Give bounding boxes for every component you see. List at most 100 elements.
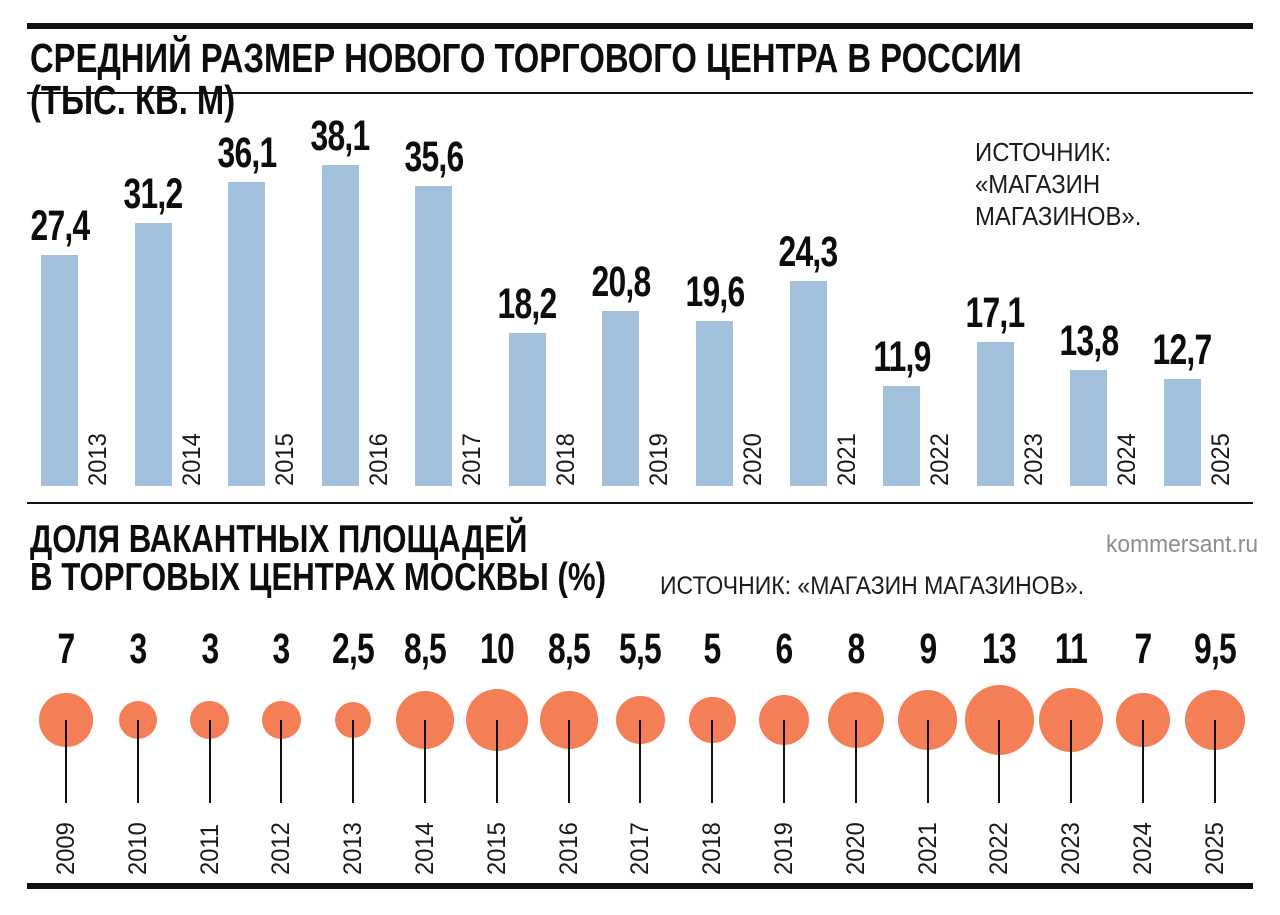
bar-2021: [789, 281, 827, 486]
bubble-year-label: 2022: [985, 822, 1014, 875]
bar-value-label: 38,1: [310, 112, 371, 161]
bubble-stem: [65, 720, 67, 803]
bar-year-label: 2017: [458, 433, 487, 486]
bar-value-label: 36,1: [217, 128, 277, 177]
bar-2023: [976, 341, 1014, 486]
kommersant-watermark: kommersant.ru: [1105, 531, 1258, 558]
bubble-stem: [998, 720, 1001, 803]
bar-value-label: 24,3: [778, 228, 839, 277]
bubble-value-label: 2,5: [332, 625, 375, 673]
bubble-year-label: 2018: [698, 822, 727, 875]
bubble-value-label: 11: [1055, 625, 1088, 673]
bubble-value-label: 7: [57, 625, 76, 673]
bubble-value-label: 9: [919, 625, 937, 673]
bar-year-label: 2023: [1019, 433, 1048, 486]
bar-2018: [508, 332, 546, 486]
bar-value-label: 31,2: [123, 170, 184, 219]
bubble-year-label: 2013: [339, 822, 368, 875]
bubble-stem: [208, 720, 211, 803]
bubble-stem: [567, 720, 570, 803]
bar-2017: [415, 186, 453, 486]
bubble-value-label: 3: [129, 625, 147, 673]
bubble-stem: [495, 720, 498, 803]
bubble-stem: [1213, 720, 1216, 803]
bubble-value-label: 5: [703, 625, 722, 673]
bubble-year-label: 2016: [554, 822, 583, 875]
bar-2015: [228, 181, 266, 486]
bubble-stem: [280, 720, 283, 803]
bottom-rule: [27, 883, 1253, 889]
bubble-stem: [926, 720, 929, 803]
bar-year-label: 2024: [1113, 433, 1142, 486]
bubble-stem: [1070, 720, 1073, 803]
bar-2014: [134, 223, 172, 486]
bar-year-label: 2014: [177, 433, 206, 486]
bubble-stem: [711, 720, 714, 803]
bar-value-label: 19,6: [685, 267, 745, 316]
bar-year-label: 2025: [1206, 433, 1235, 486]
bubble-value-label: 8,5: [547, 625, 591, 673]
bar-2025: [1163, 379, 1201, 486]
title-underline-rule: [27, 92, 1253, 94]
bar-value-label: 20,8: [591, 257, 651, 306]
bubble-value-label: 8: [847, 625, 865, 673]
bar-value-label: 13,8: [1059, 316, 1119, 365]
bubble-stem: [136, 720, 139, 803]
bar-value-label: 18,2: [497, 279, 558, 328]
bar-value-label: 12,7: [1152, 326, 1213, 375]
bar-year-label: 2022: [926, 433, 955, 486]
bar-year-label: 2013: [84, 433, 112, 486]
bubble-value-label: 13: [982, 625, 1017, 673]
bar-year-label: 2018: [551, 433, 580, 486]
bubble-year-label: 2024: [1129, 822, 1157, 875]
bubble-value-label: 5,5: [619, 625, 662, 673]
bar-chart-source: ИСТОЧНИК: «МАГАЗИН МАГАЗИНОВ».: [975, 137, 1142, 231]
bar-year-label: 2015: [271, 433, 300, 486]
bubble-value-label: 7: [1134, 625, 1153, 673]
bar-year-label: 2021: [832, 433, 861, 486]
bubble-chart-source: ИСТОЧНИК: «МАГАЗИН МАГАЗИНОВ».: [660, 572, 1085, 600]
bar-2020: [696, 320, 734, 486]
bubble-year-label: 2010: [123, 822, 152, 875]
bubble-year-label: 2011: [195, 823, 224, 875]
bar-value-label: 35,6: [404, 133, 464, 182]
bar-year-label: 2016: [364, 433, 393, 486]
bar-2013: [41, 255, 78, 486]
bar-year-label: 2020: [739, 433, 768, 486]
bar-year-label: 2019: [645, 433, 674, 486]
bubble-year-label: 2025: [1200, 822, 1229, 875]
bubble-year-label: 2020: [841, 822, 870, 875]
bubble-value-label: 3: [201, 625, 219, 673]
bar-2016: [321, 165, 359, 486]
bubble-stem: [639, 720, 642, 803]
bubble-chart-title: ДОЛЯ ВАКАНТНЫХ ПЛОЩАДЕЙ В ТОРГОВЫХ ЦЕНТР…: [30, 518, 607, 599]
bubble-year-label: 2023: [1057, 822, 1086, 875]
bar-2019: [602, 310, 640, 486]
bubble-year-label: 2012: [267, 822, 296, 875]
bubble-value-label: 9,5: [1193, 625, 1237, 673]
bar-value-label: 11,9: [873, 332, 931, 381]
bubble-year-label: 2019: [770, 822, 798, 875]
bubble-year-label: 2017: [626, 822, 655, 875]
bar-2022: [883, 385, 921, 486]
bubble-stem: [352, 720, 355, 803]
bubble-value-label: 10: [479, 625, 515, 673]
bubble-value-label: 8,5: [403, 625, 447, 673]
bubble-stem: [424, 720, 426, 803]
top-rule: [27, 23, 1253, 29]
bubble-year-label: 2015: [482, 822, 511, 875]
bubble-value-label: 6: [775, 625, 794, 673]
bubble-value-label: 3: [272, 625, 291, 673]
bar-chart-title: СРЕДНИЙ РАЗМЕР НОВОГО ТОРГОВОГО ЦЕНТРА В…: [30, 35, 1022, 123]
bar-2024: [1070, 369, 1108, 486]
bubble-year-label: 2009: [52, 822, 80, 875]
bubble-stem: [854, 720, 857, 803]
bubble-stem: [1142, 720, 1144, 803]
bar-value-label: 27,4: [30, 202, 90, 251]
bubble-year-label: 2021: [913, 822, 942, 875]
bubble-year-label: 2014: [411, 822, 439, 875]
bar-value-label: 17,1: [965, 288, 1026, 337]
middle-rule: [27, 502, 1253, 504]
bubble-stem: [783, 720, 785, 803]
